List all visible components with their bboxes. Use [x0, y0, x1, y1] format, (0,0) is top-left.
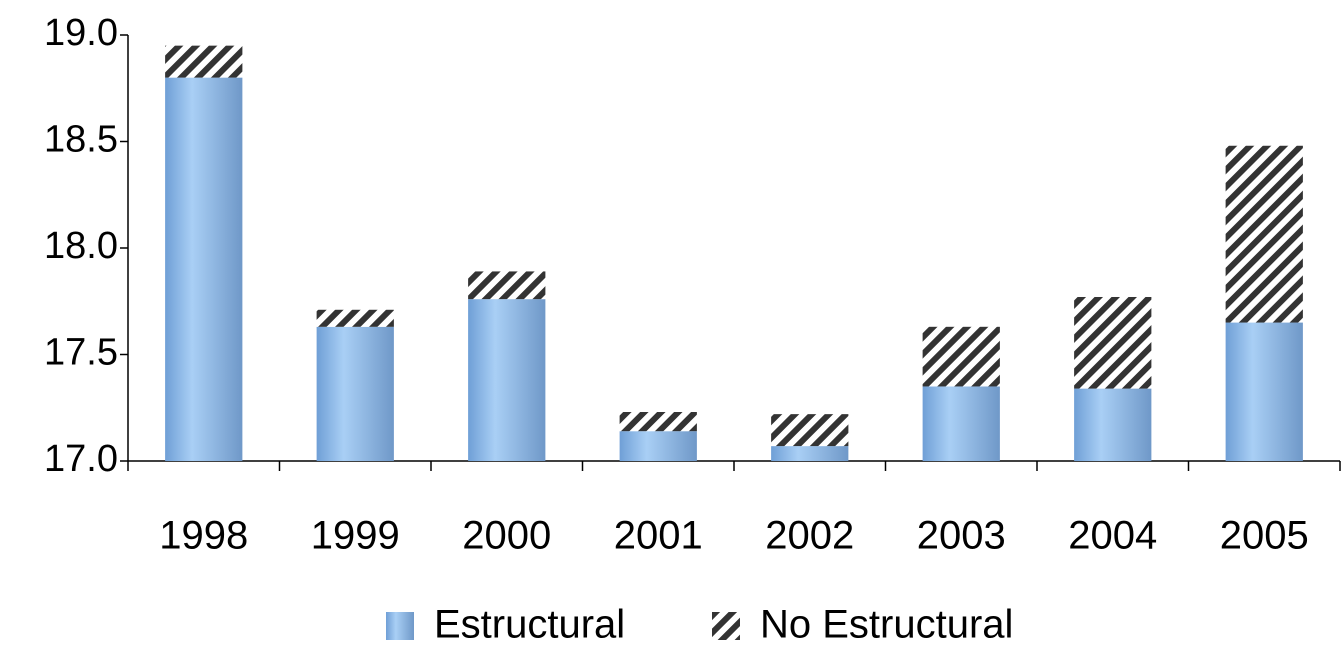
- bar-segment: [165, 45, 243, 78]
- bar-segment: [619, 412, 697, 432]
- bar-segment: [619, 431, 697, 461]
- bar-segment: [316, 309, 394, 327]
- bar-segment: [1074, 296, 1152, 389]
- x-tick-label: 2005: [1220, 514, 1309, 558]
- y-tick-label: 17.5: [44, 332, 118, 374]
- x-tick-label: 2004: [1068, 514, 1157, 558]
- bar-segment: [771, 446, 849, 461]
- bar-segment: [922, 386, 1000, 461]
- x-tick-label: 2001: [614, 514, 703, 558]
- bar-segment: [468, 271, 546, 300]
- bar-segment: [1225, 322, 1303, 461]
- x-tick-label: 1998: [159, 514, 248, 558]
- x-tick-label: 1999: [311, 514, 400, 558]
- x-tick-label: 2003: [917, 514, 1006, 558]
- legend-swatch: [386, 612, 414, 640]
- bar-segment: [316, 326, 394, 461]
- y-tick-label: 19.0: [44, 12, 118, 54]
- legend-label: No Estructural: [760, 603, 1013, 647]
- bar-segment: [922, 326, 1000, 387]
- y-tick-label: 17.0: [44, 438, 118, 480]
- bar-segment: [165, 77, 243, 461]
- bar-segment: [1225, 145, 1303, 323]
- x-tick-label: 2000: [462, 514, 551, 558]
- bar-segment: [468, 299, 546, 461]
- bar-segment: [1074, 388, 1152, 461]
- bar-segment: [771, 414, 849, 447]
- y-tick-label: 18.5: [44, 119, 118, 161]
- legend-label: Estructural: [434, 603, 625, 647]
- legend-swatch: [712, 612, 740, 640]
- x-tick-label: 2002: [765, 514, 854, 558]
- y-tick-label: 18.0: [44, 225, 118, 267]
